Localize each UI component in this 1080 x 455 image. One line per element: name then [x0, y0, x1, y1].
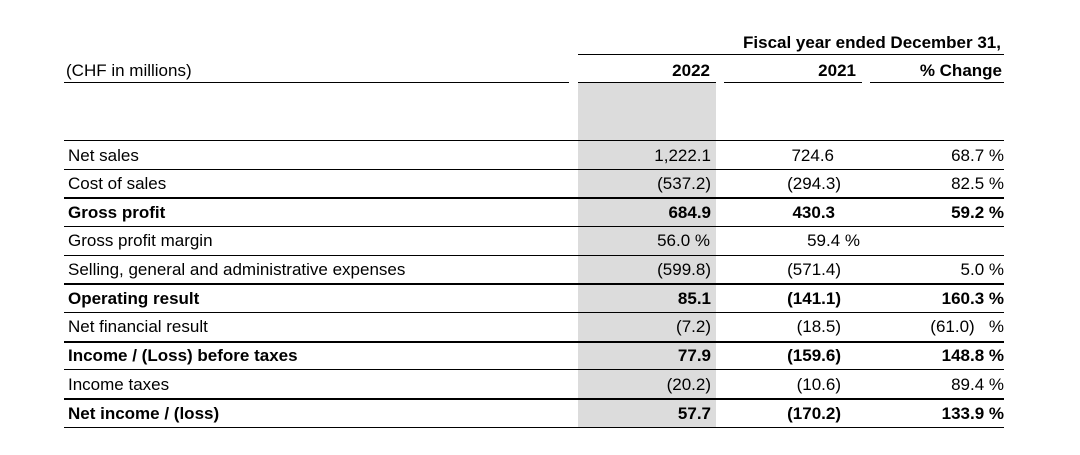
row-label: Income taxes [68, 375, 170, 394]
cell-2021: (159.6) [787, 346, 841, 365]
cell-2021: (170.2) [787, 404, 841, 423]
cell-2022: 684.9 [668, 203, 711, 222]
cell-2021: (141.1) [787, 289, 841, 308]
cell-change: 82.5 % [951, 174, 1004, 193]
cell-2022: (20.2) [666, 375, 711, 394]
header-rule-2021 [724, 82, 862, 83]
cell-2022: (537.2) [657, 174, 711, 193]
cell-2021: 59.4 % [807, 231, 860, 250]
table-rule-bottom [64, 427, 1004, 428]
cell-2022: 77.9 [677, 346, 711, 365]
header-rule-change [870, 82, 1004, 83]
cell-2022: 1,222.1 [654, 146, 711, 165]
cell-2021: (571.4) [787, 260, 841, 279]
cell-2021: 724.6 [791, 146, 834, 165]
cell-2021: (294.3) [787, 174, 841, 193]
row-label: Cost of sales [68, 174, 167, 193]
header-rule-unit [64, 82, 569, 83]
cell-2021: (18.5) [796, 317, 841, 336]
row-divider [64, 197, 1004, 199]
row-label: Selling, general and administrative expe… [68, 260, 406, 279]
cell-change: 68.7 % [951, 146, 1004, 165]
row-divider [64, 398, 1004, 400]
cell-change: 89.4 % [951, 375, 1004, 394]
row-label: Net financial result [68, 317, 208, 336]
cell-2022: (599.8) [657, 260, 711, 279]
row-label: Income / (Loss) before taxes [68, 346, 298, 365]
cell-change: 148.8 % [941, 346, 1004, 365]
cell-2021: 430.3 [792, 203, 835, 222]
row-divider [64, 369, 1004, 370]
row-divider [64, 169, 1004, 170]
cell-2022: 57.7 [677, 404, 711, 423]
row-label: Operating result [68, 289, 200, 308]
header-rule-2022 [578, 82, 716, 83]
col-header-2021: 2021 [818, 61, 856, 80]
period-title: Fiscal year ended December 31, [743, 33, 1001, 52]
row-label: Gross profit margin [68, 231, 213, 250]
cell-2022: (7.2) [676, 317, 711, 336]
row-divider [64, 283, 1004, 285]
header-rule-top [578, 54, 1004, 55]
cell-2022: 56.0 % [657, 231, 710, 250]
cell-2022: 85.1 [677, 289, 711, 308]
unit-label: (CHF in millions) [66, 61, 192, 80]
row-label: Gross profit [68, 203, 166, 222]
cell-2021: (10.6) [796, 375, 841, 394]
row-divider [64, 341, 1004, 343]
row-divider [64, 226, 1004, 227]
cell-change: 133.9 % [941, 404, 1004, 423]
row-divider [64, 255, 1004, 256]
row-label: Net income / (loss) [68, 404, 220, 423]
row-divider [64, 312, 1004, 313]
body-rule-top [64, 140, 1004, 141]
cell-change: 160.3 % [941, 289, 1004, 308]
cell-change: (61.0) % [930, 317, 1004, 336]
col-header-2022: 2022 [672, 61, 710, 80]
row-label: Net sales [68, 146, 139, 165]
cell-change: 59.2 % [951, 203, 1004, 222]
col-header-change: % Change [919, 61, 1002, 80]
cell-change: 5.0 % [960, 260, 1004, 279]
